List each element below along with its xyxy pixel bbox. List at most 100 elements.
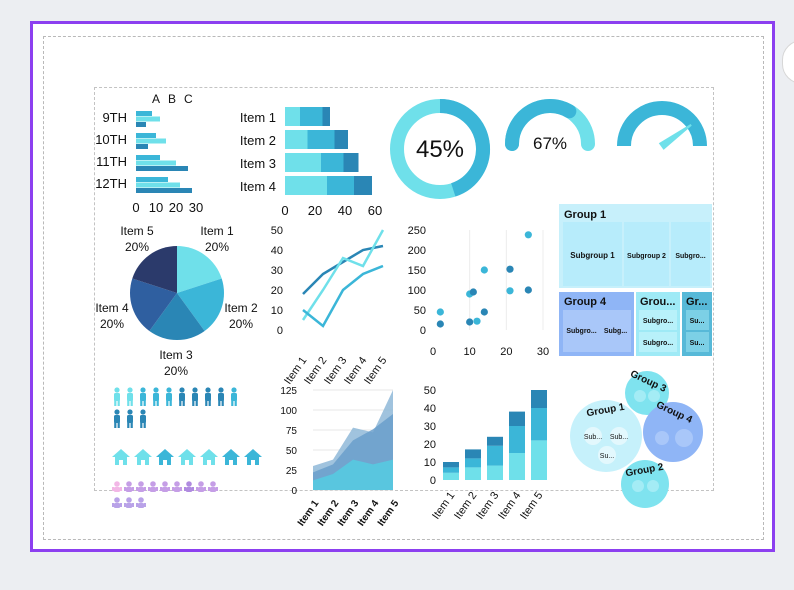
pie-slice-item-2 bbox=[177, 278, 225, 332]
person-head bbox=[166, 387, 172, 393]
y-tick-label: 75 bbox=[286, 426, 298, 437]
stacked-bar-segment bbox=[285, 176, 327, 195]
sub-bubble bbox=[584, 427, 602, 445]
baby-arm bbox=[144, 487, 146, 491]
house-icon bbox=[244, 449, 262, 465]
person-body bbox=[218, 393, 224, 401]
person-leg bbox=[140, 422, 143, 428]
person-leg bbox=[179, 400, 182, 406]
pie-percent: 20% bbox=[205, 240, 229, 254]
baby-body bbox=[185, 487, 193, 492]
bar-11TH-A bbox=[136, 155, 160, 160]
baby-arm bbox=[196, 487, 198, 491]
line-series-3 bbox=[302, 264, 384, 328]
pie-slice-item-3 bbox=[149, 293, 205, 340]
baby-head bbox=[138, 481, 144, 487]
baby-arm bbox=[112, 503, 114, 507]
baby-body bbox=[125, 503, 133, 508]
person-body bbox=[140, 415, 146, 423]
person-leg bbox=[117, 422, 120, 428]
baby-head bbox=[126, 497, 132, 503]
sub-bubble-label: Sub... bbox=[610, 434, 628, 441]
baby-body bbox=[197, 487, 205, 492]
column-segment bbox=[487, 436, 503, 446]
person-icon bbox=[127, 387, 133, 406]
sub-bubble bbox=[598, 446, 616, 464]
treemap-subgroup-label: Subgro... bbox=[643, 318, 673, 325]
baby-head bbox=[210, 481, 216, 487]
x-tick-label: Item 5 bbox=[376, 498, 402, 528]
x-tick-label: 20 bbox=[169, 200, 183, 215]
bubble-group-2 bbox=[621, 460, 669, 508]
stacked-bar-segment bbox=[322, 107, 330, 126]
line-series-1 bbox=[302, 244, 384, 295]
baby-body bbox=[209, 487, 217, 492]
house-roof bbox=[178, 449, 196, 457]
stacked-bar-segment bbox=[285, 130, 308, 149]
bar-11TH-C bbox=[136, 166, 188, 171]
x-tick-label: 20 bbox=[500, 346, 512, 358]
x-tick-label: 40 bbox=[338, 203, 352, 218]
page-margin-guide bbox=[43, 36, 764, 540]
baby-head bbox=[198, 481, 204, 487]
house-roof bbox=[156, 449, 174, 457]
column-segment bbox=[487, 445, 503, 466]
stacked-bar-segment bbox=[343, 153, 359, 172]
person-head bbox=[127, 387, 133, 393]
bubble-group-4 bbox=[643, 402, 703, 462]
scatter-point bbox=[436, 320, 444, 328]
column-segment bbox=[443, 462, 459, 468]
column-segment bbox=[443, 467, 459, 473]
person-body bbox=[114, 393, 120, 401]
bar-category-label: 10TH bbox=[95, 132, 127, 147]
person-body bbox=[231, 393, 237, 401]
house-door bbox=[207, 460, 211, 465]
gauge-needle bbox=[658, 123, 692, 150]
y-tick-label: 100 bbox=[408, 285, 426, 297]
gauge-value-arc bbox=[505, 99, 577, 151]
bar-category-label: 9TH bbox=[102, 110, 127, 125]
treemap-subgroup bbox=[600, 310, 631, 352]
person-leg bbox=[195, 400, 198, 406]
bar-11TH-B bbox=[136, 160, 176, 166]
x-tick-label: 0 bbox=[132, 200, 139, 215]
y-tick-label: 50 bbox=[286, 446, 298, 457]
scatter-point bbox=[506, 287, 514, 295]
baby-arm bbox=[160, 487, 162, 491]
person-icon bbox=[166, 387, 172, 406]
baby-arm bbox=[180, 487, 182, 491]
house-roof bbox=[134, 449, 152, 457]
person-body bbox=[153, 393, 159, 401]
stacked-bar-segment bbox=[285, 107, 300, 126]
bar-category-label: Item 3 bbox=[240, 156, 276, 171]
house-door bbox=[251, 460, 255, 465]
person-leg bbox=[169, 400, 172, 406]
baby-icon bbox=[184, 481, 194, 492]
person-body bbox=[166, 393, 172, 401]
stacked-bar-segment bbox=[354, 176, 372, 195]
treemap-group-label: Group 4 bbox=[564, 296, 607, 308]
bar-12TH-C bbox=[136, 188, 192, 193]
person-body bbox=[114, 415, 120, 423]
stacked-bar-segment bbox=[307, 130, 335, 149]
bar-12TH-B bbox=[136, 182, 180, 188]
gauge-track bbox=[617, 101, 707, 147]
baby-arm bbox=[156, 487, 158, 491]
baby-arm bbox=[120, 487, 122, 491]
pie-label: Item 4 bbox=[95, 301, 129, 315]
sub-bubble-label: Su... bbox=[600, 453, 614, 460]
baby-icon bbox=[208, 481, 218, 492]
person-head bbox=[218, 387, 224, 393]
baby-arm bbox=[132, 487, 134, 491]
legend-label-C: C bbox=[184, 92, 193, 106]
x-tick-label: 10 bbox=[464, 346, 476, 358]
bar-10TH-C bbox=[136, 144, 148, 149]
stacked-bar-segment bbox=[300, 107, 323, 126]
person-leg bbox=[231, 400, 234, 406]
house-door bbox=[229, 460, 233, 465]
baby-icon bbox=[196, 481, 206, 492]
person-leg bbox=[114, 422, 117, 428]
person-icon bbox=[114, 409, 120, 428]
bar-category-label: Item 1 bbox=[240, 110, 276, 125]
y-tick-label: 100 bbox=[280, 406, 297, 417]
